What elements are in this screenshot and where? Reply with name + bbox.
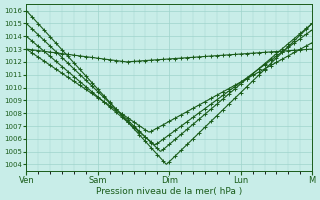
X-axis label: Pression niveau de la mer( hPa ): Pression niveau de la mer( hPa ) — [96, 187, 242, 196]
